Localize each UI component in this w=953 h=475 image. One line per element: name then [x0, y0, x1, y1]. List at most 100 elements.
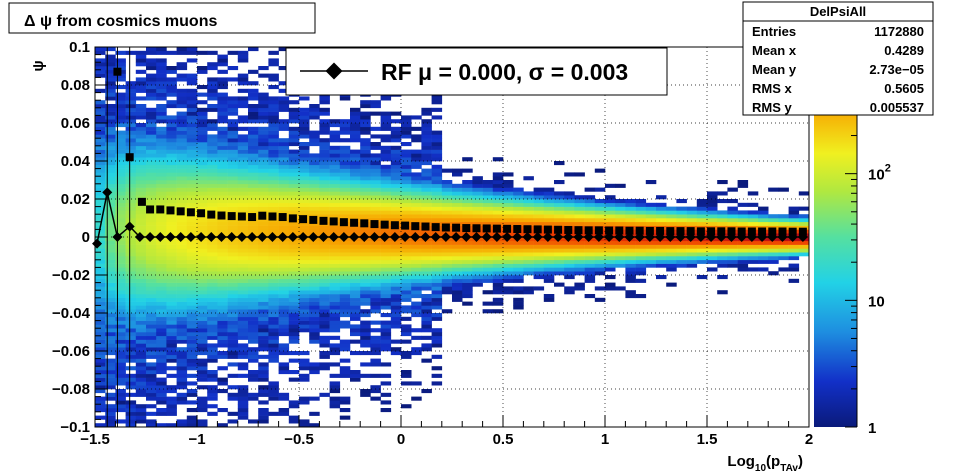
heatmap-cell [135, 256, 147, 261]
stats-row-value: 1172880 [874, 24, 924, 39]
heatmap-cell [278, 248, 290, 253]
heatmap-cell [135, 373, 147, 378]
heatmap-cell [605, 202, 616, 207]
heatmap-cell [299, 199, 310, 204]
heatmap-cell [329, 210, 341, 215]
heatmap-cell [176, 301, 188, 306]
heatmap-cell [299, 210, 310, 215]
heatmap-cell [645, 252, 657, 257]
heatmap-cell [431, 149, 443, 154]
heatmap-cell [105, 381, 116, 386]
heatmap-cell [360, 149, 371, 154]
rms-point [227, 212, 236, 221]
heatmap-cell [452, 240, 463, 245]
heatmap-cell [105, 126, 116, 131]
heatmap-cell [207, 123, 218, 128]
heatmap-cell [319, 301, 330, 306]
heatmap-cell [431, 305, 443, 310]
heatmap-cell [166, 157, 177, 162]
heatmap-cell [594, 252, 606, 257]
heatmap-cell [217, 248, 228, 253]
heatmap-cell [482, 210, 494, 215]
heatmap-cell [115, 366, 126, 371]
heatmap-cell [207, 309, 218, 314]
heatmap-cell [768, 218, 779, 223]
heatmap-cell [156, 354, 167, 359]
heatmap-cell [248, 96, 259, 101]
heatmap-cell [166, 328, 177, 333]
heatmap-cell [411, 278, 422, 283]
stats-row-label: Mean x [752, 43, 797, 58]
heatmap-cell [135, 415, 147, 420]
heatmap-cell [360, 271, 371, 276]
heatmap-cell [462, 244, 473, 249]
heatmap-cell [686, 210, 698, 215]
heatmap-cell [523, 199, 534, 204]
heatmap-cell [605, 206, 616, 211]
heatmap-cell [166, 313, 177, 318]
heatmap-cell [227, 66, 239, 71]
heatmap-cell [390, 202, 402, 207]
heatmap-cell [166, 301, 177, 306]
heatmap-cell [125, 202, 137, 207]
heatmap-cell [401, 149, 412, 154]
heatmap-cell [482, 214, 494, 219]
heatmap-cell [156, 248, 167, 253]
heatmap-cell [707, 206, 718, 211]
heatmap-cell [156, 153, 167, 158]
heatmap-cell [380, 400, 392, 405]
heatmap-cell [258, 66, 269, 71]
heatmap-cell [186, 301, 198, 306]
heatmap-cell [227, 229, 239, 234]
heatmap-cell [125, 263, 137, 268]
heatmap-cell [339, 396, 351, 401]
heatmap-cell [441, 202, 453, 207]
heatmap-cell [635, 244, 647, 249]
heatmap-cell [186, 282, 198, 287]
heatmap-cell [227, 138, 239, 143]
heatmap-cell [166, 164, 177, 169]
heatmap-cell [115, 210, 126, 215]
heatmap-cell [645, 244, 657, 249]
heatmap-cell [564, 218, 575, 223]
heatmap-cell [329, 263, 341, 268]
heatmap-cell [217, 275, 228, 280]
heatmap-cell [197, 183, 208, 188]
heatmap-cell [492, 195, 504, 200]
heatmap-cell [339, 161, 351, 166]
heatmap-cell [146, 339, 157, 344]
heatmap-cell [350, 370, 361, 375]
heatmap-cell [217, 240, 228, 245]
heatmap-cell [798, 206, 810, 211]
heatmap-cell [176, 335, 188, 340]
heatmap-cell [319, 153, 330, 158]
heatmap-cell [278, 187, 290, 192]
heatmap-cell [125, 320, 137, 325]
heatmap-cell [360, 332, 371, 337]
heatmap-cell [166, 351, 177, 356]
heatmap-cell [319, 305, 330, 310]
heatmap-cell [125, 297, 137, 302]
heatmap-cell [727, 221, 738, 226]
heatmap-cell [268, 62, 279, 67]
heatmap-cell [115, 419, 126, 424]
heatmap-cell [390, 286, 402, 291]
heatmap-cell [421, 202, 432, 207]
heatmap-cell [492, 218, 504, 223]
heatmap-cell [554, 180, 565, 185]
heatmap-cell [146, 240, 157, 245]
heatmap-cell [156, 176, 167, 181]
mean-point [440, 232, 451, 242]
heatmap-cell [441, 244, 453, 249]
heatmap-cell [370, 218, 381, 223]
heatmap-cell [105, 88, 116, 93]
heatmap-cell [146, 126, 157, 131]
y-axis-title: ψ [30, 60, 47, 71]
heatmap-cell [584, 244, 596, 249]
heatmap-cell [166, 248, 177, 253]
heatmap-cell [186, 256, 198, 261]
heatmap-cell [431, 259, 443, 264]
heatmap-cell [248, 88, 259, 93]
heatmap-cell [135, 343, 147, 348]
rms-point [737, 227, 746, 236]
